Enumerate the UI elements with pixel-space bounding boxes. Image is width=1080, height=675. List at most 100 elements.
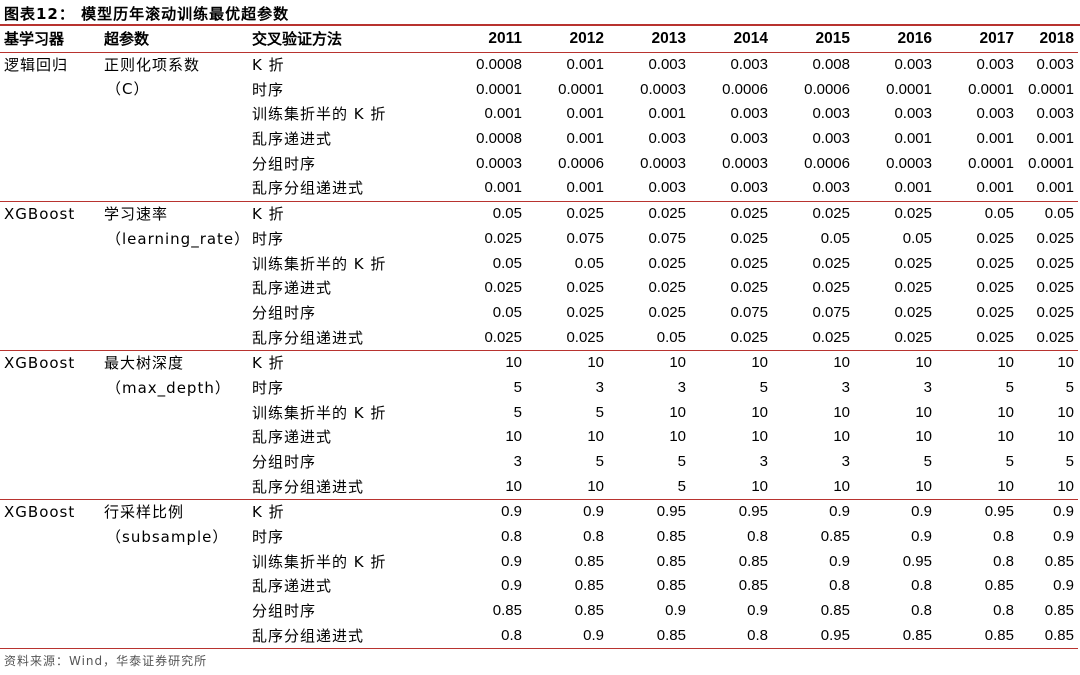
- value-cell: 0.85: [1044, 552, 1074, 570]
- value-cell: 10: [587, 428, 604, 446]
- param-name: 最大树深度: [104, 353, 185, 372]
- value-cell: 0.025: [648, 254, 686, 272]
- header-param: 超参数: [104, 30, 150, 49]
- table-row: 训练集折半的 K 折 5 5 10 10 10 10 10 10: [0, 400, 1078, 425]
- source-note: 资料来源：Wind，华泰证券研究所: [4, 654, 208, 668]
- value-cell: 5: [595, 453, 604, 471]
- value-cell: 10: [505, 428, 522, 446]
- value-cell: 10: [587, 354, 604, 372]
- value-cell: 0.003: [730, 56, 768, 74]
- value-cell: 10: [587, 477, 604, 495]
- param-cell: 学习速率 （learning_rate）: [100, 201, 252, 350]
- table-row: 训练集折半的 K 折 0.9 0.85 0.85 0.85 0.9 0.95 0.8 0.85: [0, 549, 1078, 574]
- value-cell: 0.05: [492, 254, 522, 272]
- value-cell: 3: [841, 453, 850, 471]
- param-key: （learning_rate）: [106, 229, 251, 248]
- value-cell: 5: [923, 453, 932, 471]
- table-row: 时序 0.025 0.075 0.075 0.025 0.05 0.05 0.025 0.025: [0, 227, 1078, 252]
- table-row: 乱序分组递进式 0.025 0.025 0.05 0.025 0.025 0.025 0.02…: [0, 325, 1078, 351]
- method-cell: K 折: [252, 354, 285, 373]
- value-cell: 10: [669, 403, 686, 421]
- value-cell: 0.85: [574, 552, 604, 570]
- value-cell: 0.8: [501, 528, 522, 546]
- value-cell: 0.0001: [886, 80, 932, 98]
- method-cell: 分组时序: [252, 154, 317, 173]
- value-cell: 0.85: [738, 577, 768, 595]
- value-cell: 10: [915, 354, 932, 372]
- value-cell: 0.003: [730, 105, 768, 123]
- value-cell: 0.025: [1036, 254, 1074, 272]
- value-cell: 0.05: [1044, 205, 1074, 223]
- method-cell: K 折: [252, 503, 285, 522]
- value-cell: 10: [751, 354, 768, 372]
- value-cell: 5: [595, 403, 604, 421]
- value-cell: 10: [833, 428, 850, 446]
- method-cell: 训练集折半的 K 折: [252, 105, 387, 124]
- value-cell: 0.025: [894, 328, 932, 346]
- value-cell: 0.0003: [886, 154, 932, 172]
- value-cell: 0.9: [747, 602, 768, 620]
- value-cell: 0.001: [976, 130, 1014, 148]
- value-cell: 0.95: [738, 503, 768, 521]
- header-year: 2017: [979, 30, 1014, 48]
- value-cell: 0.025: [976, 303, 1014, 321]
- value-cell: 0.003: [1036, 56, 1074, 74]
- value-cell: 0.9: [501, 552, 522, 570]
- figure-title: 图表12： 模型历年滚动训练最优超参数: [4, 5, 290, 23]
- method-cell: 乱序分组递进式: [252, 179, 365, 198]
- value-cell: 0.9: [829, 503, 850, 521]
- table-row: 时序 5 3 3 5 3 3 5 5: [0, 376, 1078, 401]
- value-cell: 0.025: [1036, 303, 1074, 321]
- table-row: XGBoost 学习速率 （learning_rate） K 折 0.05 0.025 0.…: [0, 201, 1078, 248]
- table-row: 逻辑回归 正则化项系数 （C） K 折 0.0008 0.001 0.003 0.003 0.0…: [0, 52, 1078, 99]
- method-cell: 乱序递进式: [252, 428, 333, 447]
- value-cell: 0.0006: [804, 80, 850, 98]
- table-row: 乱序递进式 0.9 0.85 0.85 0.85 0.8 0.8 0.85 0.9: [0, 574, 1078, 599]
- header-learner: 基学习器: [4, 30, 65, 49]
- table-row: 时序 0.0001 0.0001 0.0003 0.0006 0.0006 0.0001 0.…: [0, 77, 1078, 102]
- value-cell: 0.95: [820, 626, 850, 644]
- value-cell: 0.85: [656, 577, 686, 595]
- table-row: XGBoost 行采样比例 （subsample） K 折 0.9 0.9 0.95 0.95…: [0, 500, 1078, 546]
- value-cell: 0.0001: [968, 80, 1014, 98]
- value-cell: 0.0001: [968, 154, 1014, 172]
- value-cell: 0.85: [1044, 626, 1074, 644]
- value-cell: 0.001: [566, 56, 604, 74]
- value-cell: 0.025: [1036, 229, 1074, 247]
- value-cell: 0.025: [648, 279, 686, 297]
- value-cell: 5: [1005, 378, 1014, 396]
- value-cell: 0.85: [738, 552, 768, 570]
- hyperparameter-table: 基学习器 超参数 交叉验证方法 2011 2012 2013 2014 2015…: [0, 27, 1078, 649]
- value-cell: 3: [513, 453, 522, 471]
- method-cell: 时序: [252, 378, 285, 397]
- value-cell: 0.025: [976, 328, 1014, 346]
- value-cell: 0.85: [820, 602, 850, 620]
- value-cell: 0.025: [566, 328, 604, 346]
- value-cell: 0.001: [1036, 179, 1074, 197]
- value-cell: 0.025: [566, 279, 604, 297]
- value-cell: 0.025: [894, 303, 932, 321]
- value-cell: 0.001: [484, 179, 522, 197]
- title-bar: 图表12： 模型历年滚动训练最优超参数: [0, 0, 1080, 26]
- param-key: （C）: [106, 80, 150, 99]
- method-cell: 训练集折半的 K 折: [252, 403, 387, 422]
- value-cell: 0.025: [730, 229, 768, 247]
- value-cell: 0.95: [656, 503, 686, 521]
- value-cell: 0.05: [492, 303, 522, 321]
- value-cell: 0.8: [911, 602, 932, 620]
- value-cell: 10: [1057, 428, 1074, 446]
- value-cell: 5: [1065, 378, 1074, 396]
- value-cell: 0.0006: [558, 154, 604, 172]
- value-cell: 0.9: [911, 503, 932, 521]
- method-cell: 时序: [252, 80, 285, 99]
- value-cell: 0.8: [993, 552, 1014, 570]
- table-row: 训练集折半的 K 折 0.05 0.05 0.025 0.025 0.025 0.025 0.…: [0, 251, 1078, 276]
- value-cell: 0.003: [976, 105, 1014, 123]
- learner-cell: XGBoost: [4, 353, 76, 372]
- value-cell: 10: [997, 428, 1014, 446]
- table-row: 训练集折半的 K 折 0.001 0.001 0.001 0.003 0.003 0.003…: [0, 102, 1078, 127]
- value-cell: 5: [513, 403, 522, 421]
- header-year: 2012: [569, 30, 604, 48]
- value-cell: 0.003: [894, 105, 932, 123]
- value-cell: 5: [677, 453, 686, 471]
